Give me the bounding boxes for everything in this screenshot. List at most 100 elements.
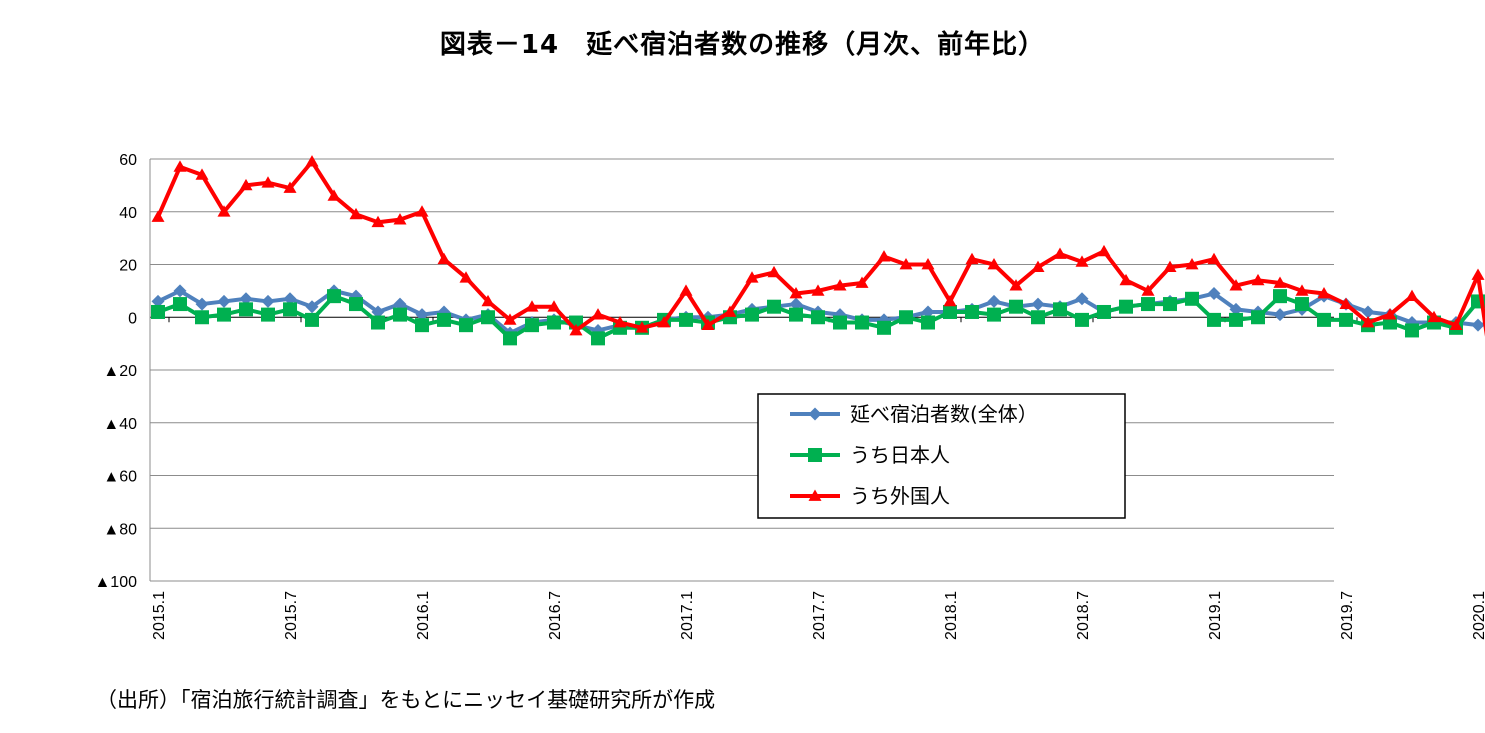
data-point [1141, 284, 1155, 296]
source-note: （出所）「宿泊旅行統計調査」をもとにニッセイ基礎研究所が作成 [96, 688, 716, 712]
data-point [547, 300, 561, 312]
y-tick-label: ▲80 [103, 521, 137, 538]
legend-label: うち外国人 [850, 484, 950, 508]
data-point [591, 308, 605, 320]
data-point [195, 168, 209, 180]
data-point [327, 289, 341, 304]
data-point [173, 284, 187, 298]
data-point [833, 279, 847, 291]
data-point [789, 307, 803, 322]
x-tick-label: 2017.1 [679, 591, 696, 640]
data-point [1163, 297, 1177, 312]
data-point [1207, 312, 1221, 327]
data-point [767, 299, 781, 314]
gridlines [149, 158, 1358, 582]
data-point [1361, 316, 1375, 328]
data-point [808, 489, 822, 501]
data-point [1031, 297, 1045, 311]
data-point [965, 304, 979, 319]
data-point [503, 331, 517, 346]
data-point [1449, 318, 1463, 331]
data-point [195, 297, 209, 311]
data-point [965, 252, 979, 265]
data-point [239, 302, 253, 317]
data-point [591, 331, 605, 346]
x-tick-label: 2016.7 [547, 591, 564, 640]
data-point [1361, 305, 1375, 319]
data-point [1471, 318, 1485, 332]
data-point [151, 294, 165, 308]
y-tick-label: ▲20 [103, 363, 137, 380]
data-point [261, 294, 275, 308]
data-point [855, 315, 869, 330]
data-point [371, 315, 385, 330]
y-tick-label: ▲40 [103, 416, 137, 433]
data-point [1471, 268, 1485, 280]
data-point [1185, 258, 1199, 270]
data-point [921, 305, 935, 319]
series-group [151, 155, 1485, 346]
x-tick-label: 2016.1 [415, 591, 432, 640]
chart-title: 図表－14 延べ宿泊者数の推移（月次、前年比） [439, 30, 1046, 60]
data-point [808, 407, 822, 421]
data-point [327, 189, 341, 201]
data-point [987, 307, 1001, 322]
data-point [393, 297, 407, 311]
data-point [1229, 302, 1243, 316]
data-point [239, 178, 253, 191]
data-point [1229, 279, 1243, 291]
data-point [1097, 304, 1111, 319]
data-point [151, 210, 165, 222]
data-point [371, 305, 385, 319]
data-point [305, 155, 319, 167]
data-point [1317, 312, 1331, 327]
data-point [877, 320, 891, 335]
x-tick-label: 2018.7 [1075, 591, 1092, 640]
data-point [1119, 299, 1133, 314]
data-point [393, 307, 407, 322]
data-point [1031, 310, 1045, 325]
legend-label: うち日本人 [850, 443, 950, 467]
data-point [305, 312, 319, 327]
y-tick-label: 40 [119, 205, 137, 222]
data-point [481, 310, 495, 325]
data-point [1383, 308, 1397, 320]
data-point [1427, 310, 1441, 323]
y-tick-label: 60 [119, 152, 137, 169]
data-point [899, 258, 913, 270]
y-tick-label: 20 [119, 258, 137, 275]
data-point [635, 321, 649, 333]
data-point [1273, 276, 1287, 288]
y-tick-label: 0 [128, 310, 137, 327]
data-point [987, 294, 1001, 308]
data-point [1295, 284, 1309, 296]
data-point [1405, 289, 1419, 302]
data-point [899, 310, 913, 325]
data-point [1339, 312, 1353, 327]
data-point [767, 265, 781, 278]
y-axis-ticks: 60 40 20 0 ▲20 ▲40 ▲60 ▲80 ▲100 [94, 152, 137, 591]
data-point [217, 307, 231, 322]
data-point [1251, 310, 1265, 325]
data-point [1053, 247, 1067, 259]
data-point [1141, 297, 1155, 312]
data-point [1031, 260, 1045, 273]
data-point [1097, 244, 1111, 257]
data-point [833, 315, 847, 330]
data-point [723, 305, 737, 317]
data-point [987, 258, 1001, 270]
data-point [1053, 302, 1067, 317]
data-point [1163, 260, 1177, 273]
data-point [811, 310, 825, 325]
x-tick-label: 2019.7 [1339, 591, 1356, 640]
data-point [745, 307, 759, 322]
data-point [1317, 287, 1331, 299]
data-point [173, 297, 187, 312]
data-point [415, 308, 429, 322]
data-point [745, 271, 759, 283]
data-point [1405, 323, 1419, 338]
data-point [283, 302, 297, 317]
data-point [808, 448, 822, 462]
data-point [239, 292, 253, 306]
